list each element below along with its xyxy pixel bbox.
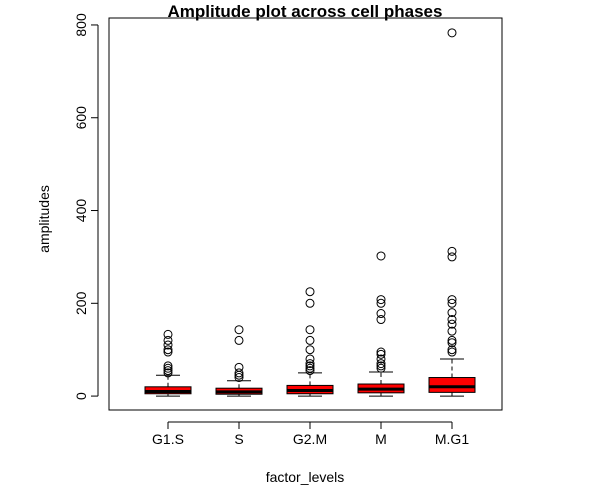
outlier-point (447, 246, 457, 256)
outlier-point (447, 252, 457, 262)
outlier-point (376, 251, 386, 261)
x-tick-label: G2.M (293, 431, 327, 447)
x-tick-label: S (234, 431, 243, 447)
outlier-point (234, 368, 244, 378)
outlier-point (163, 361, 173, 371)
outlier-point (305, 354, 315, 364)
outlier-point (447, 295, 457, 305)
y-tick-label: 400 (73, 199, 89, 223)
outlier-point (305, 366, 315, 376)
outlier-point (305, 363, 315, 373)
outlier-point (376, 298, 386, 308)
y-axis-label: amplitudes (36, 185, 52, 253)
outlier-point (447, 338, 457, 348)
chart-title: Amplitude plot across cell phases (168, 2, 443, 21)
outlier-point (447, 308, 457, 318)
outlier-point (376, 347, 386, 357)
outlier-point (376, 354, 386, 364)
outlier-point (163, 363, 173, 373)
outlier-point (163, 366, 173, 376)
outlier-point (376, 361, 386, 371)
outlier-point (376, 295, 386, 305)
outlier-point (447, 298, 457, 308)
outlier-point (163, 329, 173, 339)
x-axis-label: factor_levels (266, 469, 345, 485)
outlier-point (305, 298, 315, 308)
plot-frame (108, 17, 503, 411)
outlier-point (376, 315, 386, 325)
outlier-point (447, 347, 457, 357)
outlier-point (447, 28, 457, 38)
outlier-point (447, 345, 457, 355)
outlier-point (376, 349, 386, 359)
outlier-point (447, 315, 457, 325)
outlier-point (163, 347, 173, 357)
x-tick-label: M.G1 (435, 431, 469, 447)
x-tick-label: M (375, 431, 387, 447)
box (428, 377, 476, 393)
outlier-point (234, 325, 244, 335)
outlier-point (163, 345, 173, 355)
outlier-point (447, 319, 457, 329)
y-tick-label: 600 (73, 106, 89, 130)
outlier-point (305, 287, 315, 297)
y-tick-label: 200 (73, 291, 89, 315)
outlier-point (163, 368, 173, 378)
y-tick-label: 800 (73, 13, 89, 37)
outlier-point (163, 340, 173, 350)
outlier-point (305, 325, 315, 335)
y-tick-label: 0 (73, 392, 89, 400)
outlier-point (305, 361, 315, 371)
outlier-point (305, 345, 315, 355)
outlier-point (234, 373, 244, 383)
outlier-point (305, 335, 315, 345)
x-tick-label: G1.S (152, 431, 184, 447)
outlier-point (234, 335, 244, 345)
outlier-point (376, 359, 386, 369)
outlier-point (163, 335, 173, 345)
outlier-point (447, 335, 457, 345)
outlier-point (447, 326, 457, 336)
outlier-point (305, 359, 315, 369)
outlier-point (234, 362, 244, 372)
outlier-point (376, 309, 386, 319)
outlier-point (376, 363, 386, 373)
chart-marks: 0 200 400 600 800 G1.S S G2.M M M.G1 (73, 13, 476, 447)
